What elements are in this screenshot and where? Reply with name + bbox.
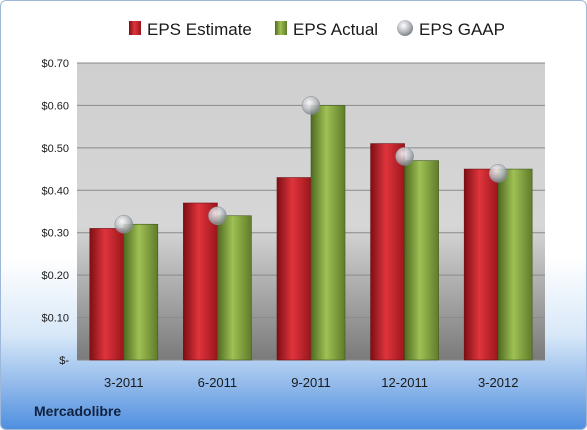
legend-label-eps-estimate: EPS Estimate bbox=[147, 20, 252, 39]
x-axis-ticks: 3-2011 6-2011 9-2011 12-2011 3-2012 bbox=[104, 375, 518, 390]
bar-eps-estimate bbox=[276, 177, 312, 361]
bar-eps-actual bbox=[404, 160, 439, 361]
bar-eps-actual bbox=[123, 223, 159, 361]
bar-eps-estimate bbox=[370, 143, 405, 361]
bars bbox=[89, 105, 533, 361]
bar-eps-actual bbox=[310, 105, 346, 361]
y-tick-label: $0.20 bbox=[41, 270, 69, 282]
marker-eps-gaap bbox=[488, 164, 508, 183]
legend-label-eps-actual: EPS Actual bbox=[293, 20, 378, 39]
marker-eps-gaap bbox=[208, 206, 227, 225]
bar-eps-actual bbox=[497, 168, 533, 361]
x-tick-label: 3-2012 bbox=[478, 375, 518, 390]
y-tick-label: $0.50 bbox=[41, 143, 69, 155]
x-tick-label: 12-2011 bbox=[381, 375, 428, 390]
bar-eps-estimate bbox=[183, 202, 218, 361]
legend-marker-eps-gaap bbox=[397, 20, 413, 36]
x-tick-label: 9-2011 bbox=[291, 375, 331, 390]
legend-swatch-eps-estimate bbox=[129, 21, 141, 35]
y-tick-label: $0.40 bbox=[41, 185, 69, 197]
x-tick-label: 6-2011 bbox=[198, 375, 238, 390]
x-tick-label: 3-2011 bbox=[104, 375, 144, 390]
legend-swatch-eps-actual bbox=[275, 21, 287, 35]
bar-eps-actual bbox=[217, 215, 252, 361]
gaap-markers bbox=[114, 96, 508, 234]
y-tick-label: $0.70 bbox=[41, 58, 69, 70]
y-tick-label: $- bbox=[59, 355, 69, 367]
y-tick-label: $0.10 bbox=[41, 313, 69, 325]
marker-eps-gaap bbox=[301, 96, 321, 115]
y-tick-label: $0.30 bbox=[41, 228, 69, 240]
legend: EPS Estimate EPS Actual EPS GAAP bbox=[129, 20, 505, 39]
y-axis-ticks: $- $0.10 $0.20 $0.30 $0.40 $0.50 $0.60 $0.70 bbox=[41, 58, 69, 367]
marker-eps-gaap bbox=[395, 147, 414, 166]
y-tick-label: $0.60 bbox=[41, 100, 69, 112]
bar-eps-estimate bbox=[89, 228, 125, 361]
legend-label-eps-gaap: EPS GAAP bbox=[419, 20, 505, 39]
company-name: Mercadolibre bbox=[34, 403, 121, 419]
marker-eps-gaap bbox=[114, 214, 134, 234]
bar-eps-estimate bbox=[463, 168, 499, 361]
